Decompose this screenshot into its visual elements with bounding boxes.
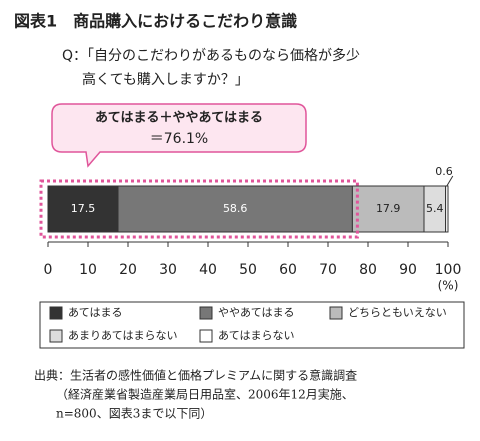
source-note: 出典：生活者の感性価値と価格プレミアムに関する意識調査 bbox=[34, 368, 357, 383]
legend-swatch bbox=[199, 329, 213, 343]
data-label: 0.6 bbox=[435, 165, 453, 178]
annotation: ＝76.1% bbox=[150, 131, 208, 147]
x-tick-label: 50 bbox=[239, 262, 257, 278]
legend-label: あてはまる bbox=[68, 306, 123, 319]
legend-swatch bbox=[49, 329, 63, 343]
legend-label: どちらともいえない bbox=[348, 306, 447, 319]
legend-label: あまりあてはまらない bbox=[68, 329, 178, 342]
x-tick-label: 70 bbox=[319, 262, 337, 278]
data-label: 17.9 bbox=[376, 202, 401, 215]
legend-label: ややあてはまる bbox=[218, 306, 295, 319]
data-label: 17.5 bbox=[71, 202, 96, 215]
legend-swatch bbox=[49, 306, 63, 320]
x-tick-label: 90 bbox=[399, 262, 417, 278]
legend-swatch bbox=[329, 306, 343, 320]
x-tick-label: 40 bbox=[199, 262, 217, 278]
x-tick-label: 20 bbox=[119, 262, 137, 278]
source-note: （経済産業省製造産業局日用品室、2006年12月実施、 bbox=[56, 387, 354, 402]
legend-label: あてはまらない bbox=[218, 329, 295, 342]
x-tick-label: 100 bbox=[435, 262, 462, 278]
subtitle: Q：「自分のこだわりがあるものなら価格が多少 bbox=[62, 47, 360, 64]
data-label: 5.4 bbox=[426, 202, 444, 215]
chart-title: 図表1 商品購入におけるこだわり意識 bbox=[14, 12, 297, 31]
x-tick-label: 80 bbox=[359, 262, 377, 278]
subtitle: 高くても購入しますか？」 bbox=[82, 71, 249, 88]
legend-swatch bbox=[199, 306, 213, 320]
bar-segment bbox=[117, 185, 353, 233]
x-tick-label: 30 bbox=[159, 262, 177, 278]
data-label: 58.6 bbox=[223, 202, 248, 215]
bar-segment bbox=[351, 185, 425, 233]
annotation: あてはまる＋ややあてはまる bbox=[95, 111, 263, 126]
legend-box bbox=[39, 301, 465, 349]
source-note: n=800、図表3まで以下同） bbox=[56, 407, 212, 421]
x-tick-label: 10 bbox=[79, 262, 97, 278]
x-tick-label: 0 bbox=[44, 262, 53, 278]
x-tick-label: 60 bbox=[279, 262, 297, 278]
bar-segment bbox=[445, 185, 449, 233]
highlight-frame bbox=[39, 179, 359, 239]
callout bbox=[51, 103, 307, 168]
bar-segment bbox=[47, 185, 119, 233]
x-axis-label: (%) bbox=[438, 279, 459, 293]
leader-line bbox=[446, 175, 454, 187]
